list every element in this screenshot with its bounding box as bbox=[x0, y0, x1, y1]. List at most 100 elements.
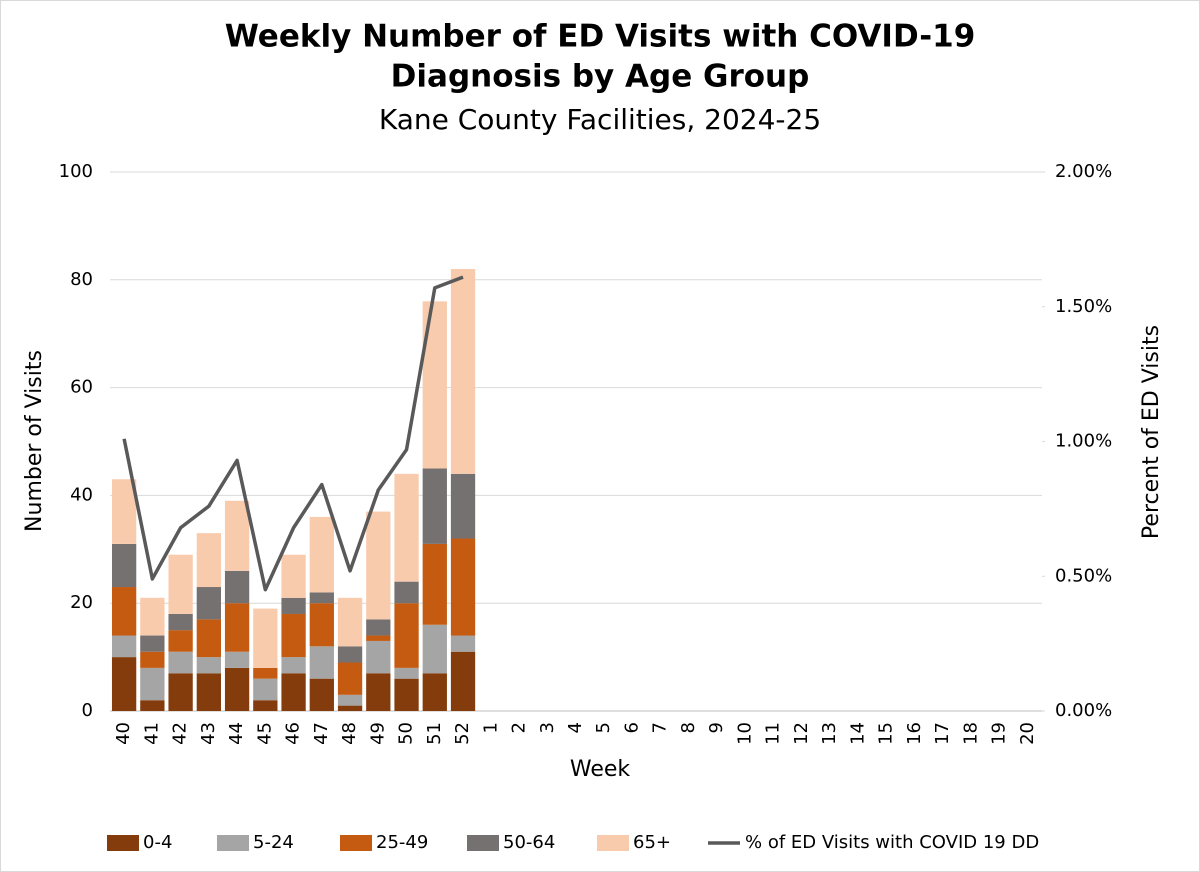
bar bbox=[111, 543, 137, 588]
bar bbox=[450, 473, 476, 539]
y-tick-label: 60 bbox=[70, 377, 93, 398]
bar bbox=[281, 597, 306, 614]
legend-label: % of ED Visits with COVID 19 DD bbox=[745, 832, 1039, 853]
bar bbox=[140, 700, 165, 711]
x-tick-label: 11 bbox=[763, 722, 784, 745]
bar bbox=[111, 479, 137, 544]
chart-subtitle: Kane County Facilities, 2024-25 bbox=[379, 103, 821, 136]
bar bbox=[394, 667, 419, 679]
bar bbox=[309, 678, 334, 711]
bar bbox=[450, 651, 476, 711]
bar bbox=[253, 700, 278, 711]
x-tick-label: 3 bbox=[537, 722, 558, 733]
x-tick-label: 46 bbox=[283, 722, 304, 745]
bar bbox=[168, 673, 193, 711]
x-tick-label: 40 bbox=[113, 722, 134, 745]
bar bbox=[422, 468, 447, 544]
x-tick-label: 13 bbox=[819, 722, 840, 745]
bar bbox=[394, 581, 419, 604]
bar bbox=[253, 678, 278, 701]
y-tick-label: 40 bbox=[70, 484, 93, 505]
bar bbox=[111, 587, 137, 636]
bar bbox=[168, 613, 193, 631]
bar bbox=[196, 657, 221, 674]
bar bbox=[422, 673, 447, 711]
y-tick-label: 0 bbox=[82, 700, 93, 721]
bar bbox=[337, 705, 363, 711]
bar bbox=[394, 473, 419, 582]
bar bbox=[450, 635, 476, 652]
y2-tick-label: 0.50% bbox=[1055, 565, 1112, 586]
bar bbox=[281, 673, 306, 711]
legend-label: 5-24 bbox=[253, 832, 294, 853]
bar bbox=[366, 511, 391, 620]
legend-swatch bbox=[340, 835, 372, 851]
x-tick-label: 44 bbox=[226, 722, 247, 745]
legend-label: 0-4 bbox=[143, 832, 172, 853]
chart-title: Diagnosis by Age Group bbox=[391, 59, 810, 95]
bar bbox=[366, 673, 391, 711]
y-tick-label: 80 bbox=[70, 269, 93, 290]
x-tick-label: 43 bbox=[198, 722, 219, 745]
bar bbox=[281, 554, 306, 598]
x-tick-label: 10 bbox=[734, 722, 755, 745]
legend-swatch bbox=[467, 835, 499, 851]
x-tick-label: 6 bbox=[621, 722, 642, 733]
bar bbox=[168, 554, 193, 614]
bar bbox=[281, 657, 306, 674]
bar bbox=[422, 543, 447, 625]
bar bbox=[196, 619, 221, 658]
x-tick-label: 49 bbox=[367, 722, 388, 745]
bar bbox=[224, 667, 250, 711]
x-tick-label: 5 bbox=[593, 722, 614, 733]
bar bbox=[366, 635, 391, 641]
bar bbox=[253, 608, 278, 668]
x-tick-label: 19 bbox=[989, 722, 1010, 745]
bar bbox=[366, 619, 391, 636]
x-tick-label: 7 bbox=[650, 722, 671, 733]
legend-label: 50-64 bbox=[503, 832, 555, 853]
x-tick-label: 42 bbox=[170, 722, 191, 745]
x-tick-label: 48 bbox=[339, 722, 360, 745]
bar bbox=[309, 646, 334, 679]
bar bbox=[224, 651, 250, 668]
bar bbox=[337, 662, 363, 695]
bar bbox=[337, 597, 363, 647]
bar bbox=[224, 603, 250, 652]
x-tick-label: 18 bbox=[960, 722, 981, 745]
legend-swatch bbox=[597, 835, 629, 851]
bar bbox=[140, 635, 165, 652]
x-tick-label: 14 bbox=[847, 722, 868, 745]
x-tick-label: 41 bbox=[141, 722, 162, 745]
chart-title: Weekly Number of ED Visits with COVID-19 bbox=[225, 19, 976, 55]
y-tick-label: 20 bbox=[70, 592, 93, 613]
bar bbox=[224, 500, 250, 571]
y-axis-title: Number of Visits bbox=[22, 350, 47, 532]
bar bbox=[140, 597, 165, 636]
bar bbox=[196, 587, 221, 620]
bar bbox=[196, 533, 221, 588]
y-tick-label: 100 bbox=[59, 161, 93, 182]
y2-tick-label: 1.50% bbox=[1055, 296, 1112, 317]
x-tick-label: 4 bbox=[565, 722, 586, 733]
x-tick-label: 2 bbox=[509, 722, 530, 733]
bar bbox=[168, 630, 193, 652]
legend-swatch bbox=[107, 835, 139, 851]
bar bbox=[196, 673, 221, 711]
x-tick-label: 50 bbox=[396, 722, 417, 745]
bar bbox=[309, 592, 334, 604]
legend-label: 25-49 bbox=[376, 832, 428, 853]
y2-tick-label: 0.00% bbox=[1055, 700, 1112, 721]
bar bbox=[224, 570, 250, 604]
y2-tick-label: 2.00% bbox=[1055, 161, 1112, 182]
bar bbox=[111, 657, 137, 711]
x-tick-label: 1 bbox=[480, 722, 501, 733]
x-axis-title: Week bbox=[570, 757, 631, 782]
y2-tick-label: 1.00% bbox=[1055, 431, 1112, 452]
bar bbox=[366, 640, 391, 674]
x-tick-label: 20 bbox=[1017, 722, 1038, 745]
legend-label: 65+ bbox=[633, 832, 671, 853]
bar bbox=[111, 635, 137, 658]
line bbox=[122, 275, 464, 592]
